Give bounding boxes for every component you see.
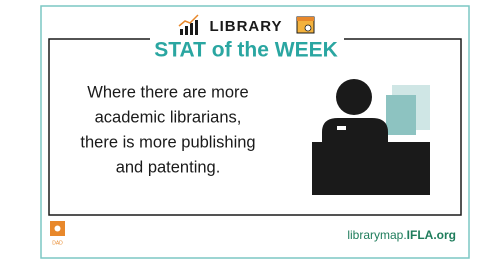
statement-line: there is more publishing — [80, 133, 255, 151]
logo-label: DAD — [52, 240, 63, 246]
url-prefix: librarymap. — [347, 228, 406, 242]
footer-url: librarymap.IFLA.org — [347, 228, 456, 242]
statement-line: academic librarians, — [95, 108, 242, 126]
stat-card: LIBRARY STAT of the WEEK Where there are… — [0, 0, 491, 264]
calendar-icon — [297, 17, 314, 33]
header-title: STAT of the WEEK — [154, 39, 338, 62]
header-kicker: LIBRARY — [209, 18, 282, 35]
statement-line: and patenting. — [116, 158, 221, 176]
footer-logo: DAD — [50, 221, 65, 246]
statement-line: Where there are more — [87, 83, 248, 101]
page: LIBRARY STAT of the WEEK Where there are… — [0, 0, 491, 264]
url-domain: IFLA.org — [407, 228, 456, 242]
